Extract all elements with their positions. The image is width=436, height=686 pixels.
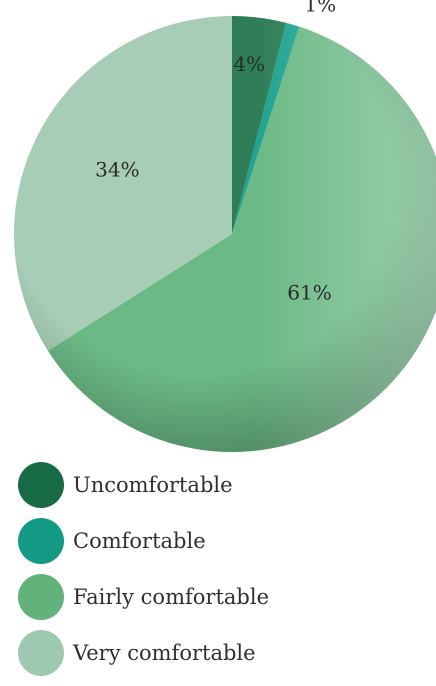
legend-item-uncomfortable: Uncomfortable [18, 462, 428, 508]
legend-item-comfortable: Comfortable [18, 518, 428, 564]
legend-swatch-comfortable [18, 518, 64, 564]
slice-label-comfortable: 1% [304, 0, 336, 16]
slice-label-fairly-comfortable: 61% [287, 281, 331, 305]
slice-label-uncomfortable: 4% [233, 52, 265, 76]
legend-label: Comfortable [73, 529, 206, 553]
legend: Uncomfortable Comfortable Fairly comfort… [18, 462, 428, 686]
pie-highlight [14, 16, 436, 452]
pie-chart: 4% 1% 61% 34% [14, 0, 436, 452]
legend-item-very-comfortable: Very comfortable [18, 630, 428, 676]
legend-item-fairly-comfortable: Fairly comfortable [18, 574, 428, 620]
legend-label: Fairly comfortable [73, 585, 269, 609]
legend-label: Very comfortable [73, 641, 256, 665]
legend-swatch-uncomfortable [18, 462, 64, 508]
slice-label-very-comfortable: 34% [95, 158, 139, 182]
slice-labels: 4% 1% 61% 34% [95, 0, 336, 305]
legend-swatch-very-comfortable [18, 630, 64, 676]
legend-swatch-fairly-comfortable [18, 574, 64, 620]
legend-label: Uncomfortable [73, 473, 233, 497]
pie-chart-area: 4% 1% 61% 34% [14, 0, 436, 452]
